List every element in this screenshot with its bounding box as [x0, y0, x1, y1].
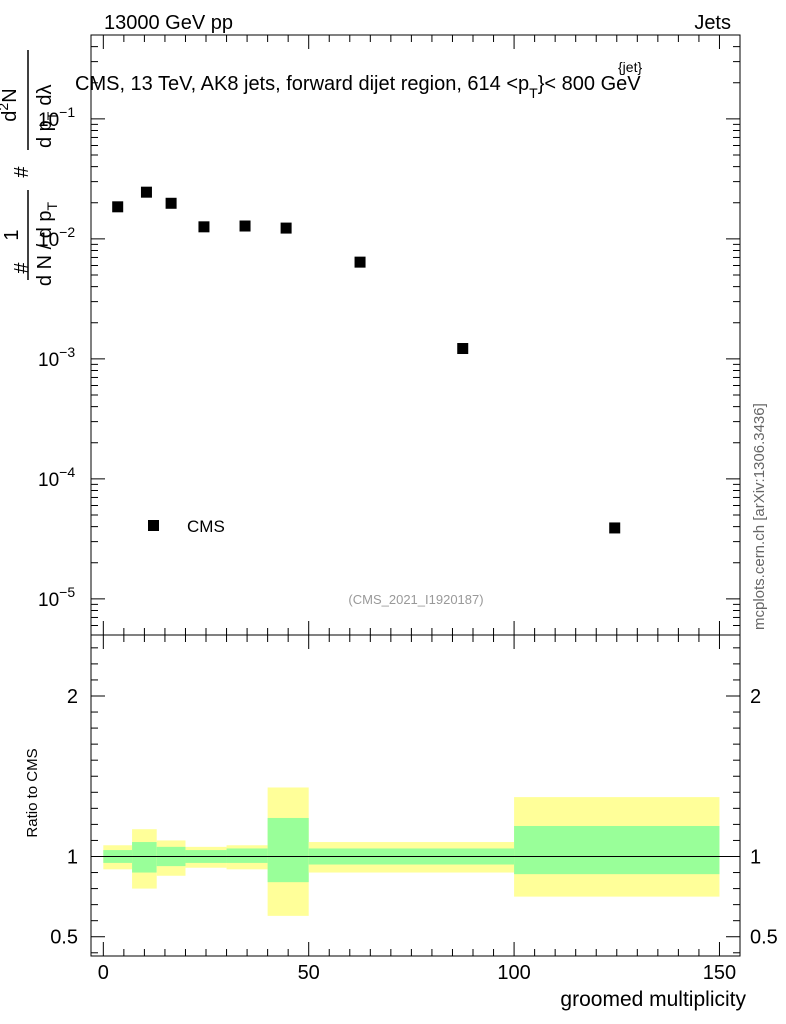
- ylabel-hash-2: #: [11, 166, 33, 178]
- ratio-tick-label-right: 2: [750, 686, 761, 708]
- data-point: [239, 220, 251, 232]
- y-tick-label: 10−2: [38, 224, 75, 251]
- ratio-band-inner: [132, 842, 157, 873]
- ratio-band-inner: [226, 848, 268, 863]
- x-axis-label: groomed multiplicity: [560, 988, 746, 1011]
- ratio-tick-label-left: 0.5: [50, 927, 78, 949]
- data-point: [280, 222, 292, 234]
- plot-title-pre: CMS, 13 TeV, AK8 jets, forward dijet reg…: [75, 73, 529, 95]
- y-tick-label: 10−3: [38, 344, 75, 371]
- x-axis-ticks: 0 50 100 150: [98, 35, 736, 984]
- plot-title-post: }< 800 GeV: [538, 73, 642, 95]
- data-point: [354, 256, 366, 268]
- main-axis-ticks: 10−5 10−4 10−3 10−2 10−1: [38, 34, 740, 626]
- category-label: Jets: [694, 12, 731, 34]
- x-tick-label: 100: [497, 962, 530, 984]
- data-point: [198, 221, 210, 233]
- x-tick-label: 0: [98, 962, 109, 984]
- energy-label: 13000 GeV pp: [104, 12, 233, 34]
- ylabel-top-num: 1: [1, 229, 23, 240]
- y-tick-label: 10−4: [38, 464, 75, 491]
- ratio-ylabel: Ratio to CMS: [24, 748, 41, 837]
- ratio-tick-label-right: 1: [750, 846, 761, 868]
- data-point: [165, 197, 177, 209]
- ratio-band-inner: [267, 817, 309, 883]
- ratio-frame: [90, 634, 741, 957]
- main-frame: [90, 34, 741, 636]
- legend-marker: [148, 520, 159, 531]
- x-tick-label: 50: [298, 962, 320, 984]
- y-tick-label: 10−5: [38, 584, 75, 611]
- plot-title: CMS, 13 TeV, AK8 jets, forward dijet reg…: [75, 73, 641, 101]
- plot-title-sup: {jet}: [618, 59, 642, 75]
- ylabel-top-den: d N / d pT: [34, 201, 60, 286]
- ylabel-num: d2N: [0, 88, 21, 121]
- ratio-tick-label-right: 0.5: [750, 927, 778, 949]
- ratio-band-inner: [514, 825, 720, 875]
- data-point: [140, 186, 152, 198]
- ratio-tick-label-left: 1: [67, 846, 78, 868]
- data-point: [457, 343, 469, 355]
- plot-title-sub: T: [529, 85, 538, 101]
- ratio-bands: [103, 787, 720, 916]
- analysis-id: (CMS_2021_I1920187): [348, 592, 483, 607]
- legend-label: CMS: [187, 517, 225, 536]
- ylabel-den: d pTdλ: [34, 85, 60, 149]
- ylabel-hash-1: #: [11, 262, 33, 274]
- x-tick-label: 150: [703, 962, 736, 984]
- main-data-points: [112, 186, 621, 534]
- ratio-tick-label-left: 2: [67, 686, 78, 708]
- data-point: [609, 522, 621, 534]
- data-point: [112, 201, 124, 213]
- side-label: mcplots.cern.ch [arXiv:1306.3436]: [751, 403, 768, 630]
- y-axis-label: # 1 d N / d pT # d2N d pTdλ: [0, 50, 60, 286]
- y-tick-label: 10−1: [38, 104, 75, 131]
- ratio-axis-ticks: 0.5 0.5 1 1 2 2: [50, 647, 778, 954]
